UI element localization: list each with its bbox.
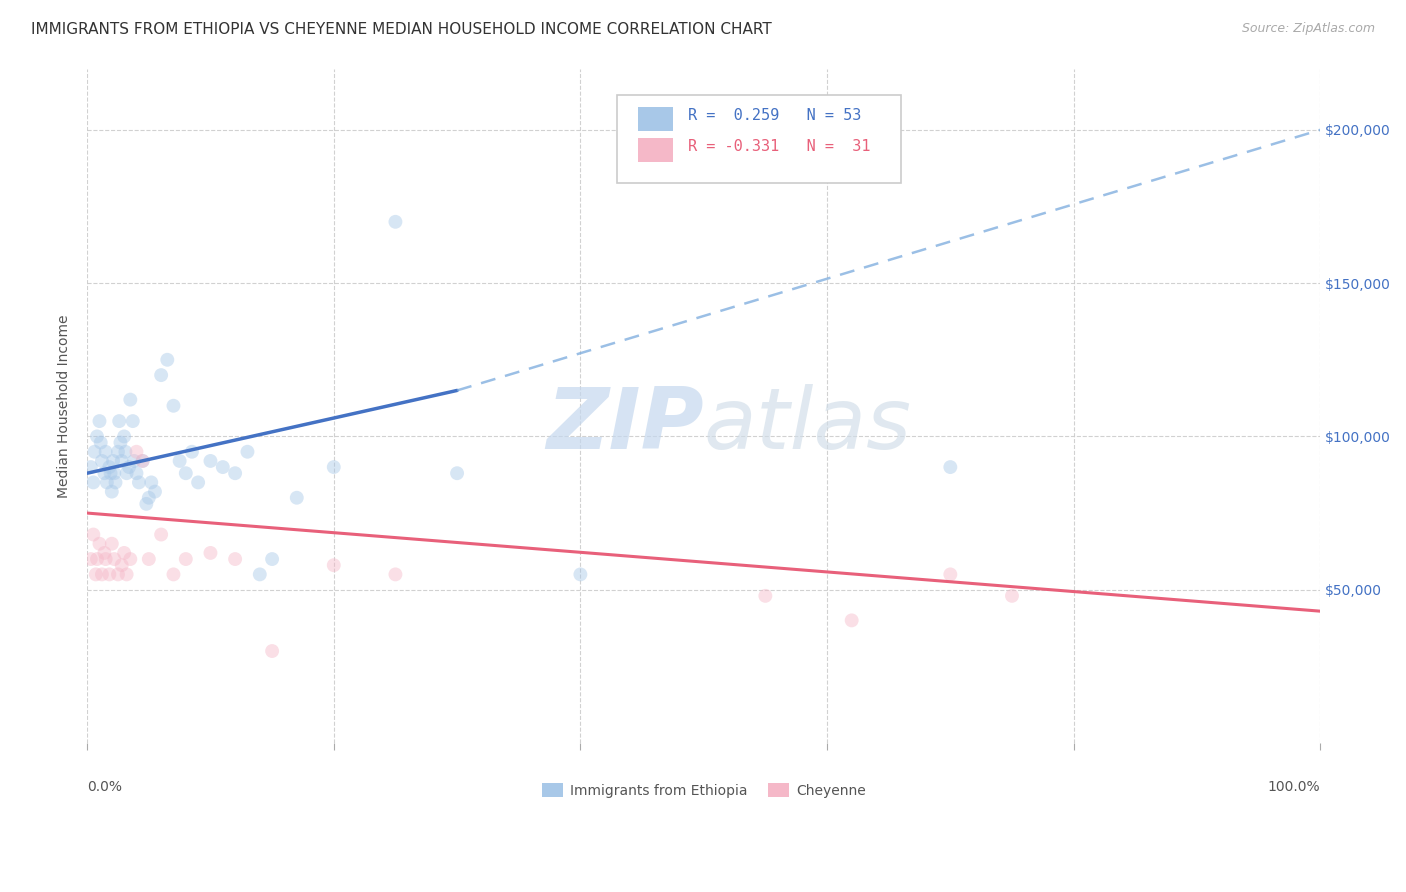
Point xyxy=(91,454,114,468)
Point xyxy=(141,475,163,490)
Point xyxy=(150,368,173,383)
Point xyxy=(94,552,117,566)
Point xyxy=(111,454,134,468)
Point xyxy=(120,392,142,407)
Y-axis label: Median Household Income: Median Household Income xyxy=(58,314,72,498)
Point xyxy=(138,491,160,505)
Text: R =  0.259   N = 53: R = 0.259 N = 53 xyxy=(688,108,860,123)
Point xyxy=(939,567,962,582)
Point xyxy=(285,491,308,505)
Point xyxy=(112,429,135,443)
Point xyxy=(80,552,103,566)
FancyBboxPatch shape xyxy=(638,107,673,131)
Point xyxy=(162,567,184,582)
Point xyxy=(131,454,153,468)
Point xyxy=(569,567,592,582)
Point xyxy=(384,567,406,582)
Point xyxy=(93,467,115,481)
Point xyxy=(322,460,344,475)
Point xyxy=(115,467,138,481)
Text: IMMIGRANTS FROM ETHIOPIA VS CHEYENNE MEDIAN HOUSEHOLD INCOME CORRELATION CHART: IMMIGRANTS FROM ETHIOPIA VS CHEYENNE MED… xyxy=(31,22,772,37)
Point xyxy=(162,399,184,413)
Point xyxy=(89,414,111,428)
Point xyxy=(224,467,246,481)
Point xyxy=(156,352,179,367)
Text: ZIP: ZIP xyxy=(546,384,704,467)
Point xyxy=(262,552,284,566)
Point xyxy=(181,444,204,458)
Point xyxy=(96,475,118,490)
Text: 0.0%: 0.0% xyxy=(87,780,122,794)
Point xyxy=(90,435,112,450)
Point xyxy=(118,460,141,475)
Point xyxy=(98,460,121,475)
Point xyxy=(262,644,284,658)
Point xyxy=(754,589,776,603)
Point xyxy=(200,546,222,560)
Text: Source: ZipAtlas.com: Source: ZipAtlas.com xyxy=(1241,22,1375,36)
Point xyxy=(174,467,197,481)
Point xyxy=(112,546,135,560)
Point xyxy=(98,567,121,582)
Point xyxy=(115,567,138,582)
Point xyxy=(103,467,125,481)
Point xyxy=(107,444,129,458)
FancyBboxPatch shape xyxy=(638,137,673,162)
Text: R = -0.331   N =  31: R = -0.331 N = 31 xyxy=(688,139,870,154)
Point xyxy=(84,567,107,582)
Point xyxy=(103,552,125,566)
Point xyxy=(101,537,124,551)
Point xyxy=(125,467,148,481)
Point xyxy=(125,444,148,458)
Point xyxy=(83,444,105,458)
Point xyxy=(211,460,233,475)
Point xyxy=(80,460,103,475)
Point xyxy=(249,567,271,582)
Point xyxy=(104,475,127,490)
FancyBboxPatch shape xyxy=(617,95,901,183)
Point xyxy=(120,552,142,566)
Point xyxy=(841,613,863,627)
Point xyxy=(94,444,117,458)
Text: atlas: atlas xyxy=(704,384,911,467)
Point xyxy=(169,454,191,468)
Point xyxy=(91,567,114,582)
Point xyxy=(1001,589,1024,603)
Point xyxy=(82,527,104,541)
Point xyxy=(110,435,132,450)
Point xyxy=(446,467,468,481)
Point xyxy=(108,414,131,428)
Point xyxy=(86,552,108,566)
Point xyxy=(89,537,111,551)
Point xyxy=(236,444,259,458)
Point xyxy=(224,552,246,566)
Point xyxy=(114,444,136,458)
Point xyxy=(128,475,150,490)
Point xyxy=(86,429,108,443)
Point xyxy=(100,467,122,481)
Point xyxy=(150,527,173,541)
Point xyxy=(384,215,406,229)
Point xyxy=(121,414,143,428)
Point xyxy=(187,475,209,490)
Point xyxy=(101,454,124,468)
Point xyxy=(322,558,344,573)
Point xyxy=(101,484,124,499)
Point xyxy=(111,558,134,573)
Point xyxy=(939,460,962,475)
Point xyxy=(93,546,115,560)
Point xyxy=(174,552,197,566)
Text: 100.0%: 100.0% xyxy=(1268,780,1320,794)
Point xyxy=(135,497,157,511)
Point xyxy=(122,454,145,468)
Legend: Immigrants from Ethiopia, Cheyenne: Immigrants from Ethiopia, Cheyenne xyxy=(536,778,872,804)
Point xyxy=(143,484,166,499)
Point xyxy=(82,475,104,490)
Point xyxy=(138,552,160,566)
Point xyxy=(200,454,222,468)
Point xyxy=(131,454,153,468)
Point xyxy=(107,567,129,582)
